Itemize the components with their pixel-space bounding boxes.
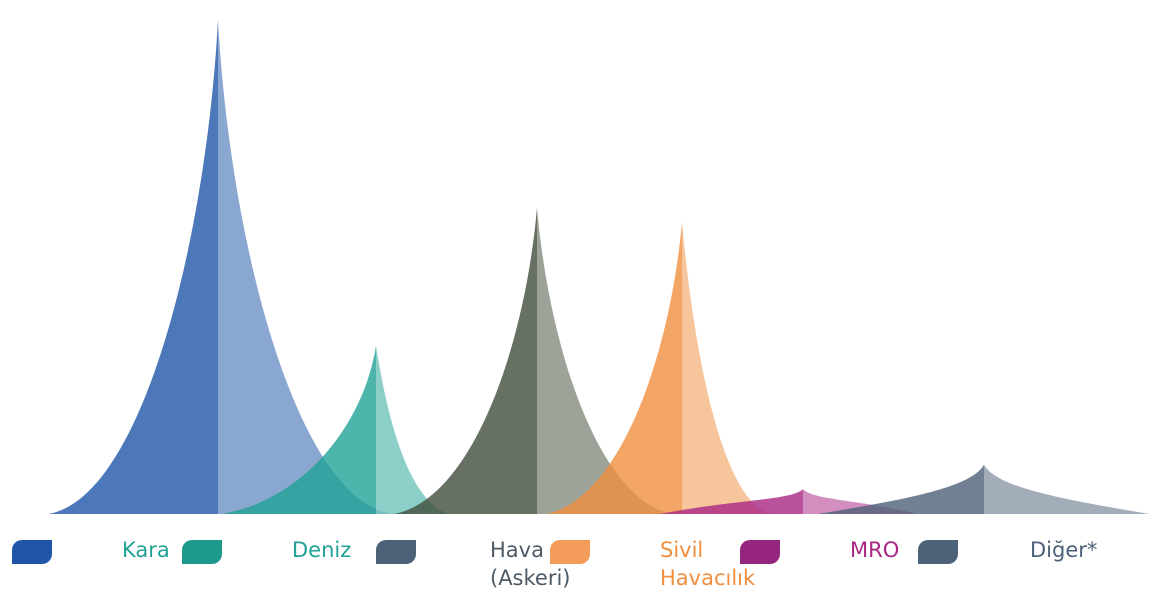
spike-sivil-havac-l-k-right xyxy=(682,222,770,515)
spike-sivil-havac-l-k-left xyxy=(546,222,682,515)
spike-deniz-right xyxy=(376,346,448,514)
legend-label-kara: Kara xyxy=(122,538,170,562)
spike-hava-askeri-left xyxy=(394,207,537,514)
spike-mro-left xyxy=(660,489,803,514)
legend-swatch-hava-askeri xyxy=(376,540,416,564)
spike-deniz-left xyxy=(222,346,376,514)
spike-hava-askeri-right xyxy=(537,207,672,514)
legend-swatch-sivil-havac-l-k xyxy=(550,540,590,564)
spike-di-er-right xyxy=(984,464,1150,514)
spike-kara-right xyxy=(218,20,392,514)
legend-label-hava-askeri: Hava (Askeri) xyxy=(490,538,571,590)
legend-swatch-deniz xyxy=(182,540,222,564)
legend-label-di-er: Diğer* xyxy=(1030,538,1098,562)
legend-label-mro: MRO xyxy=(850,538,900,562)
spike-mro-right xyxy=(803,489,918,514)
legend-swatch-mro xyxy=(740,540,780,564)
legend-label-deniz: Deniz xyxy=(292,538,352,562)
spike-di-er-left xyxy=(818,464,984,514)
legend-label-sivil-havac-l-k: Sivil Havacılık xyxy=(660,538,756,590)
legend-swatch-di-er xyxy=(918,540,958,564)
legend-swatch-kara xyxy=(12,540,52,564)
spike-kara-left xyxy=(48,20,218,514)
